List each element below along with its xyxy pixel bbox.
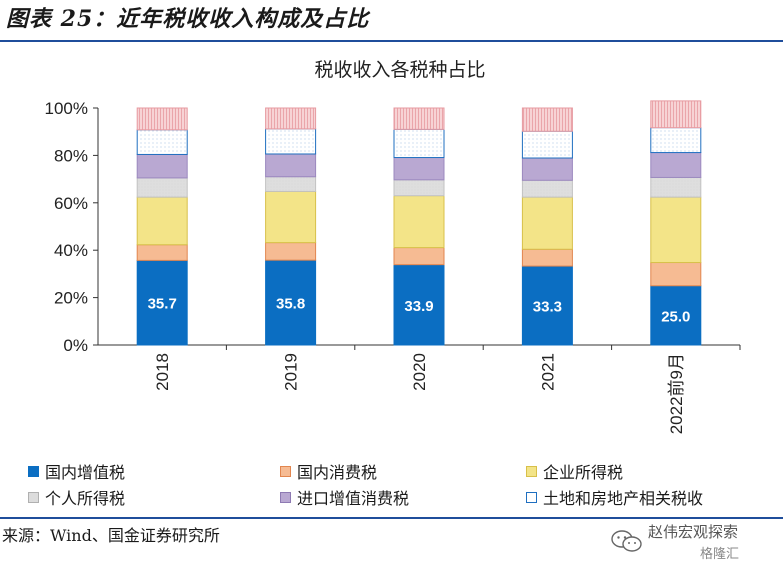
bar-segment-personal-income-tax xyxy=(136,177,188,198)
bar-segment-domestic-vat xyxy=(136,259,188,346)
bar-segment-import-vat-consumption xyxy=(393,157,445,181)
legend-label: 个人所得税 xyxy=(45,489,126,508)
bar-segment-corporate-income-tax xyxy=(265,190,317,244)
y-tick-label: 60% xyxy=(54,194,88,213)
legend-swatch-corporate-income-tax xyxy=(526,466,537,477)
x-tick-label: 2022前9月 xyxy=(667,353,686,434)
figure-title: 图表 25：近年税收收入构成及占比 xyxy=(6,6,370,32)
legend-label: 土地和房地产相关税收 xyxy=(543,489,704,508)
bar-segment-consumption-tax xyxy=(393,247,445,266)
data-label: 25.0 xyxy=(661,308,690,325)
bar-segment-import-vat-consumption xyxy=(265,153,317,178)
bar-segment-import-vat-consumption xyxy=(650,152,702,178)
legend-item-personal-income-tax: 个人所得税 xyxy=(28,488,125,510)
bar-segment-personal-income-tax xyxy=(521,179,573,198)
bar-segment-consumption-tax xyxy=(265,242,317,261)
y-tick-label: 100% xyxy=(45,99,88,118)
bar-segment-land-property xyxy=(650,127,702,154)
x-tick-label: 2021 xyxy=(538,353,557,391)
y-tick-label: 40% xyxy=(54,241,88,260)
title-rule xyxy=(0,40,783,42)
chart-legend: 国内增值税 国内消费税 企业所得税 个人所得税 进口增值消费税 土地和房地产相关… xyxy=(28,462,778,514)
wechat-icon xyxy=(611,530,642,552)
data-label: 33.9 xyxy=(404,298,433,315)
legend-item-consumption-tax: 国内消费税 xyxy=(280,462,377,484)
bar-segment-domestic-vat xyxy=(650,285,702,346)
bar-segment-corporate-income-tax xyxy=(136,196,188,246)
bar-segment-personal-income-tax xyxy=(650,176,702,198)
bar-segment-consumption-tax xyxy=(136,244,188,261)
bar-segment-corporate-income-tax xyxy=(521,196,573,250)
bar-segment-land-property xyxy=(136,129,188,155)
bar-segment-corporate-income-tax xyxy=(650,196,702,264)
bar-segment-import-vat-consumption xyxy=(521,157,573,181)
legend-swatch-consumption-tax xyxy=(280,466,291,477)
source-note: 来源：Wind、国金证券研究所 xyxy=(2,526,220,545)
bar-segment-consumption-tax xyxy=(521,248,573,267)
bar-segment-other xyxy=(393,107,445,130)
legend-label: 进口增值消费税 xyxy=(297,489,410,508)
bar-segment-domestic-vat xyxy=(393,264,445,346)
legend-item-corporate-income-tax: 企业所得税 xyxy=(526,462,623,484)
bar-segment-other xyxy=(650,100,702,129)
bar-segment-consumption-tax xyxy=(650,262,702,287)
bar-segment-land-property xyxy=(521,130,573,159)
watermark-account: 赵伟宏观探索 xyxy=(648,523,739,541)
watermark: 赵伟宏观探索 格隆汇 xyxy=(600,521,780,563)
legend-swatch-import-vat-consumption xyxy=(280,492,291,503)
data-label: 35.8 xyxy=(276,296,305,313)
legend-label: 国内消费税 xyxy=(297,463,378,482)
data-label: 33.3 xyxy=(533,299,562,316)
bar-segment-other xyxy=(136,107,188,131)
x-tick-label: 2019 xyxy=(282,353,301,391)
x-tick-label: 2020 xyxy=(410,353,429,391)
source-rule xyxy=(0,517,783,519)
bar-segment-corporate-income-tax xyxy=(393,195,445,249)
bar-segment-import-vat-consumption xyxy=(136,153,188,179)
legend-swatch-land-property xyxy=(526,492,537,503)
stacked-bar-chart: 税收收入各税种占比 0% 20% 40% 60% 80% 100% 35.7 2018 35.8… xyxy=(45,59,741,434)
watermark-platform: 格隆汇 xyxy=(700,547,740,562)
legend-item-land-property: 土地和房地产相关税收 xyxy=(526,488,703,510)
bar-segment-land-property xyxy=(393,128,445,159)
chart-title: 税收收入各税种占比 xyxy=(314,59,485,81)
bar-segment-personal-income-tax xyxy=(393,179,445,197)
bar-segment-personal-income-tax xyxy=(265,176,317,192)
legend-item-domestic-vat: 国内增值税 xyxy=(28,462,125,484)
y-tick-label: 20% xyxy=(54,289,88,308)
x-tick-label: 2018 xyxy=(153,353,172,391)
legend-swatch-domestic-vat xyxy=(28,466,39,477)
legend-label: 企业所得税 xyxy=(543,463,624,482)
y-tick-label: 0% xyxy=(63,336,88,355)
legend-item-import-vat-consumption: 进口增值消费税 xyxy=(280,488,409,510)
bar-segment-domestic-vat xyxy=(265,259,317,346)
bar-segment-other xyxy=(521,107,573,132)
bar-segment-land-property xyxy=(265,128,317,155)
y-tick-label: 80% xyxy=(54,146,88,165)
legend-swatch-personal-income-tax xyxy=(28,492,39,503)
bar-segment-other xyxy=(265,107,317,130)
data-label: 35.7 xyxy=(148,296,177,313)
bar-segment-domestic-vat xyxy=(521,265,573,346)
legend-label: 国内增值税 xyxy=(45,463,126,482)
